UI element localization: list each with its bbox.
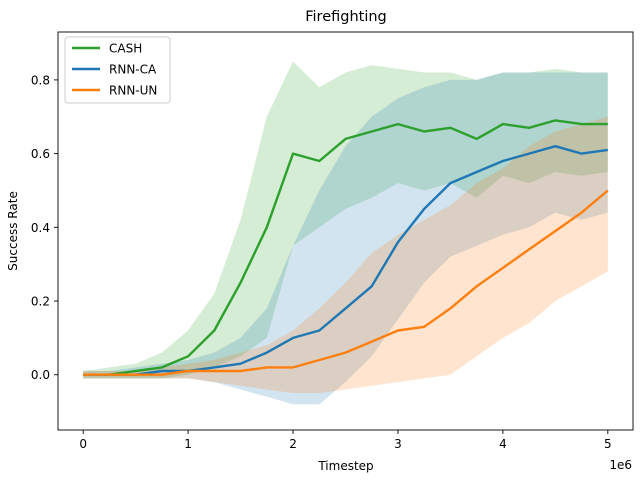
y-tick-label: 0.2 — [31, 295, 50, 309]
y-tick-label: 0.8 — [31, 73, 50, 87]
line-rnn-un — [83, 189, 609, 376]
plot-frame — [57, 31, 634, 431]
x-tick-label: 2 — [289, 437, 297, 451]
y-tick-label: 0.0 — [31, 368, 50, 382]
y-tick-label: 0.4 — [31, 221, 50, 235]
chart-title: Firefighting — [305, 9, 387, 25]
x-tick-label: 1 — [184, 437, 192, 451]
line-rnn-ca — [83, 144, 608, 376]
band-rnn-un — [83, 116, 608, 394]
legend-label-rnn-ca: RNN-CA — [109, 63, 157, 77]
legend: CASH RNN-CA RNN-UN — [64, 36, 171, 104]
x-axis: 0 1 2 3 4 5 — [79, 430, 612, 451]
band-cash — [83, 61, 608, 379]
plot-area — [83, 61, 609, 405]
y-axis: 0.0 0.2 0.4 0.6 0.8 — [31, 73, 58, 382]
x-axis-label: Timestep — [317, 459, 373, 473]
line-cash — [83, 119, 608, 376]
x-tick-label: 0 — [79, 437, 87, 451]
x-tick-label: 5 — [604, 437, 612, 451]
legend-label-rnn-un: RNN-UN — [109, 84, 157, 98]
x-tick-label: 3 — [394, 437, 402, 451]
y-tick-label: 0.6 — [31, 147, 50, 161]
band-rnn-ca — [83, 72, 608, 405]
x-tick-label: 4 — [499, 437, 507, 451]
y-axis-label: Success Rate — [6, 191, 20, 271]
legend-label-cash: CASH — [109, 42, 142, 56]
x-axis-offset-label: 1e6 — [609, 458, 632, 472]
legend-box — [64, 36, 171, 104]
